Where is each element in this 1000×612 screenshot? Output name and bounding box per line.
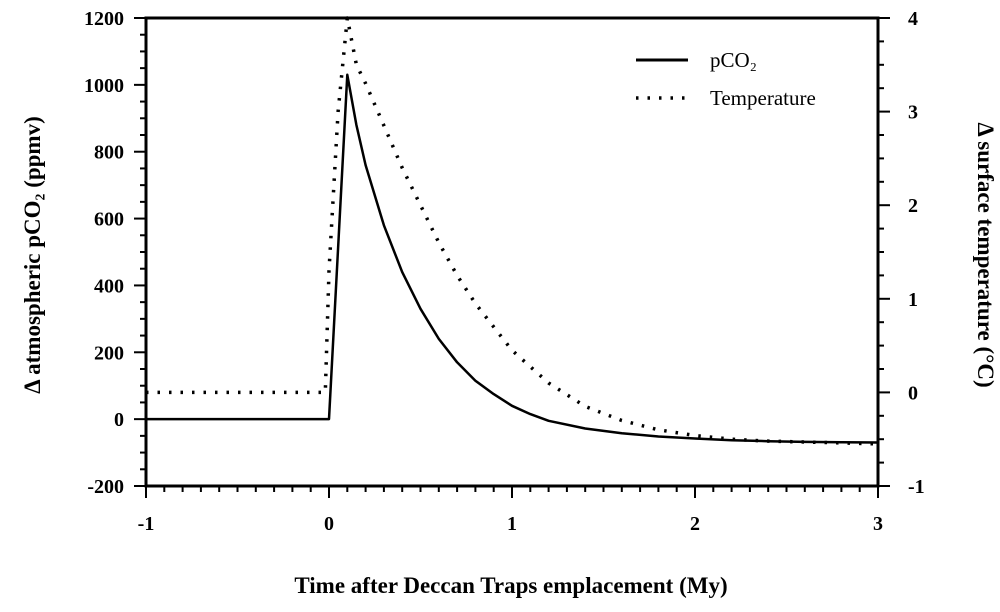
y-left-tick-label: 1200 xyxy=(84,8,124,30)
x-tick-label: -1 xyxy=(138,513,155,535)
y-left-tick-label: 1000 xyxy=(84,75,124,97)
series-layer xyxy=(146,16,879,446)
y-right-tick-label: 3 xyxy=(908,102,918,124)
x-tick-label: 2 xyxy=(690,513,700,535)
y-left-tick-label: 0 xyxy=(114,409,124,431)
y-left-tick-label: 200 xyxy=(94,342,124,364)
y-left-axis-title: Δ atmospheric pCO₂ (ppmv) xyxy=(20,116,45,394)
y-left-tick-label: 600 xyxy=(94,209,124,231)
pco2-line xyxy=(146,73,879,444)
labels-layer: -1 0 1 2 3 -200 0 200 400 600 800 1000 1200 -1 0 1 2 3 4 xyxy=(84,8,925,535)
y-right-tick-label: 0 xyxy=(908,382,918,404)
y-right-axis-title: Δ surface temperature (°C) xyxy=(973,122,998,387)
temperature-line xyxy=(146,16,879,446)
legend: pCO₂ Temperature xyxy=(636,48,816,110)
y-left-tick-label: 400 xyxy=(94,275,124,297)
y-right-tick-label: 4 xyxy=(908,8,918,30)
y-left-tick-label: 800 xyxy=(94,142,124,164)
y-right-tick-label: 1 xyxy=(908,289,918,311)
x-tick-label: 0 xyxy=(324,513,334,535)
axes xyxy=(134,16,890,498)
y-right-tick-label: 2 xyxy=(908,195,918,217)
legend-label-pco2: pCO₂ xyxy=(710,48,757,72)
y-left-tick-label: -200 xyxy=(87,476,124,498)
x-tick-label: 3 xyxy=(873,513,883,535)
y-right-tick-label: -1 xyxy=(908,476,925,498)
x-axis-title: Time after Deccan Traps emplacement (My) xyxy=(294,573,727,598)
legend-label-temperature: Temperature xyxy=(710,86,816,110)
x-tick-label: 1 xyxy=(507,513,517,535)
